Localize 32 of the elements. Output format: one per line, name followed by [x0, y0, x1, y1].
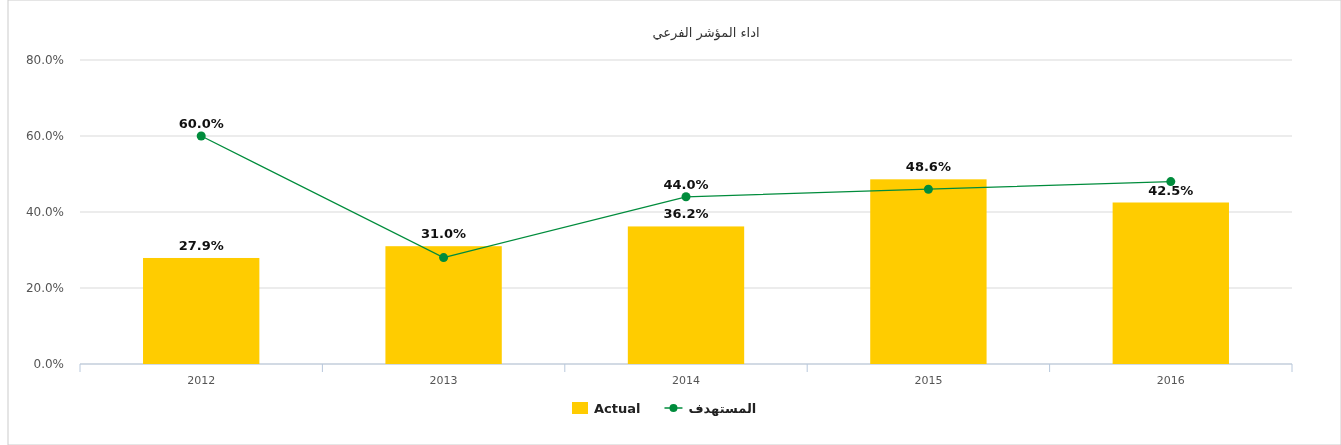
legend-label: المستهدف — [688, 401, 757, 416]
bar — [870, 179, 987, 364]
x-tick-label: 2016 — [1156, 374, 1185, 387]
x-tick-label: 2013 — [429, 374, 458, 387]
data-label: 44.0% — [663, 176, 709, 192]
y-tick-label: 40.0% — [25, 205, 64, 219]
y-tick-label: 20.0% — [25, 281, 64, 295]
legend-item: Actual — [572, 401, 641, 416]
data-label: 31.0% — [421, 226, 467, 242]
data-label: 27.9% — [178, 237, 224, 253]
bar — [143, 257, 260, 364]
y-tick-label: 0.0% — [33, 357, 64, 371]
point — [1166, 177, 1176, 187]
x-tick-label: 2012 — [187, 374, 216, 387]
point — [196, 131, 206, 141]
x-tick-label: 2015 — [914, 374, 943, 387]
y-tick-label: 60.0% — [25, 129, 64, 143]
point — [681, 192, 691, 202]
bar — [627, 226, 745, 364]
x-tick-label: 2014 — [672, 374, 700, 387]
point — [439, 253, 449, 263]
data-label: 36.2% — [663, 206, 709, 222]
data-label: 42.5% — [1148, 182, 1194, 198]
data-label: 60.0% — [178, 116, 224, 131]
legend-item: المستهدف — [663, 401, 757, 416]
chart-title: اداء المؤشر الفرعي — [652, 25, 760, 41]
bar — [385, 246, 502, 364]
bar — [1112, 202, 1229, 364]
data-label: 48.6% — [905, 159, 951, 175]
legend-label: Actual — [594, 401, 641, 416]
point — [923, 184, 933, 194]
y-tick-label: 80.0% — [25, 53, 64, 67]
